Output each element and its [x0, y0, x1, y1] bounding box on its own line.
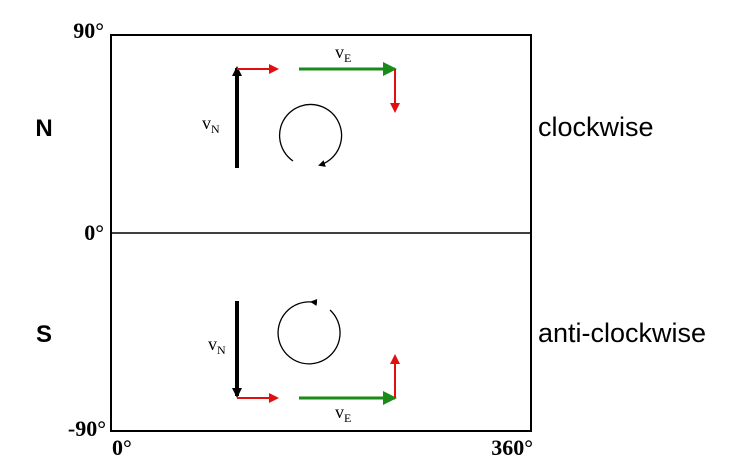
north-ve-label: vE: [335, 42, 351, 65]
south-ve-label: vE: [335, 402, 351, 425]
south-anticlockwise-circle-icon: [277, 298, 341, 365]
lat-label-equator: 0°: [84, 220, 104, 245]
rotation-label-north: clockwise: [538, 112, 654, 142]
hemisphere-label-south: S: [36, 321, 52, 348]
lon-label-left: 0°: [112, 435, 132, 460]
north-clockwise-circle-icon: [279, 103, 343, 167]
south-vn-label: vN: [208, 334, 226, 357]
lat-label-top: 90°: [73, 18, 104, 43]
lat-label-bottom: -90°: [68, 416, 106, 441]
north-vn-label: vN: [202, 113, 220, 136]
rotation-label-south: anti-clockwise: [538, 318, 706, 348]
hemisphere-label-north: N: [35, 115, 52, 142]
lon-label-right: 360°: [491, 435, 533, 460]
